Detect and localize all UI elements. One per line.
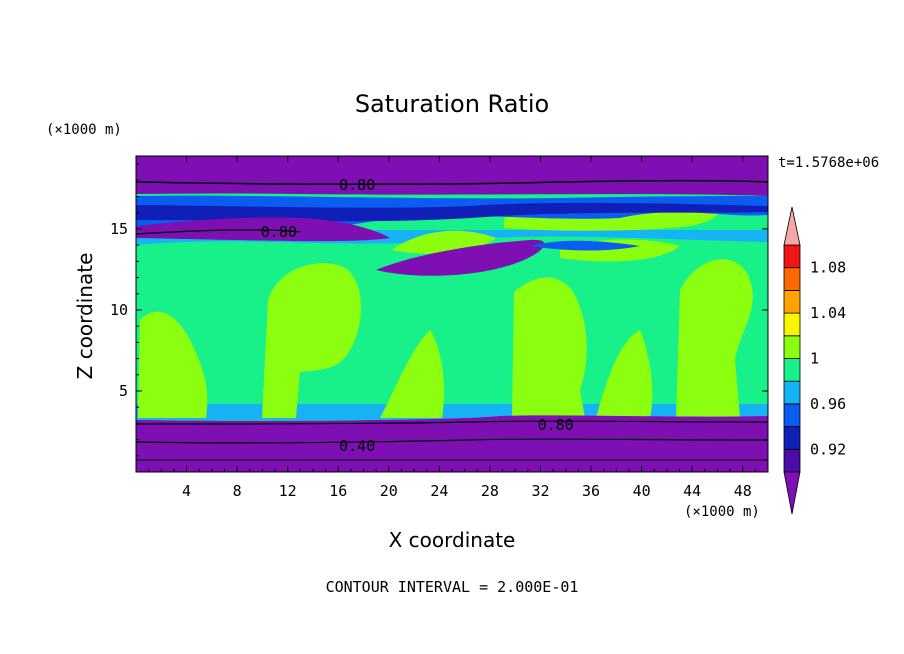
colorbar-bin [783, 448, 801, 473]
x-tick-label: 40 [633, 482, 651, 500]
y-axis-label: Z coordinate [73, 253, 97, 380]
colorbar-bin [783, 426, 801, 450]
x-tick-label: 44 [683, 482, 701, 500]
contour-labels: 0.80 0.80 0.80 0.40 [261, 176, 574, 455]
cell-5 [380, 330, 445, 418]
layer-dry-wedge [376, 239, 545, 276]
chart-title: Saturation Ratio [355, 90, 549, 118]
y-tick-label: 15 [110, 220, 128, 238]
contour-label: 0.80 [261, 223, 297, 241]
y-tick-label: 5 [119, 382, 128, 400]
x-tick-label: 20 [380, 482, 398, 500]
x-tick-label: 12 [279, 482, 297, 500]
cell-1 [262, 263, 362, 418]
colorbar: 0.92 0.96 1 1.04 1.08 [783, 206, 846, 515]
colorbar-bottom-arrow [783, 471, 801, 515]
colorbar-top-arrow [783, 206, 801, 246]
time-label: t=1.5768e+06 [778, 155, 879, 171]
plot-field [136, 156, 768, 472]
colorbar-bin [783, 403, 801, 427]
contour-0-80-bottom [136, 420, 768, 425]
layer-dry-upper-left [136, 217, 390, 242]
contour-0-40 [136, 438, 768, 444]
contour-0-80-top [136, 179, 768, 186]
colorbar-bin [783, 380, 801, 405]
colorbar-bin [783, 335, 801, 359]
x-tick-label: 48 [734, 482, 752, 500]
contour-label: 0.80 [339, 176, 375, 194]
colorbar-tick-label: 0.96 [810, 395, 846, 413]
x-tick-label: 8 [233, 482, 242, 500]
x-unit-label: (×1000 m) [684, 504, 760, 520]
colorbar-tick-label: 1.08 [810, 259, 846, 277]
x-tick-label: 28 [481, 482, 499, 500]
layer-dry-top [136, 156, 768, 196]
y-axis-ticks: 5 10 15 [110, 163, 768, 457]
colorbar-bin [783, 244, 801, 269]
contour-0-80-upper [136, 229, 301, 235]
colorbar-tick-label: 1 [810, 350, 819, 368]
contour-label: 0.80 [538, 416, 574, 434]
colorbar-tick-label: 0.92 [810, 440, 846, 458]
x-axis-label: X coordinate [389, 528, 516, 552]
y-tick-label: 10 [110, 301, 128, 319]
colorbar-bin [783, 267, 801, 291]
colorbar-tick-label: 1.04 [810, 304, 846, 322]
x-tick-label: 32 [531, 482, 549, 500]
cell-4 [138, 311, 208, 418]
band-blue-mid [530, 240, 640, 251]
cell-3 [676, 259, 753, 418]
y-unit-label: (×1000 m) [46, 122, 122, 138]
contour-interval-footer: CONTOUR INTERVAL = 2.000E-01 [326, 578, 579, 596]
x-axis-ticks: 4 8 12 16 20 24 28 32 36 40 44 48 [148, 156, 756, 500]
contour-label: 0.40 [339, 437, 375, 455]
cell-6 [596, 330, 653, 418]
layer-dry-bottom [136, 415, 768, 472]
cell-2 [512, 277, 587, 418]
colorbar-bin [783, 289, 801, 314]
x-tick-label: 36 [582, 482, 600, 500]
band-dark-blue [136, 202, 768, 222]
colorbar-bin [783, 358, 801, 382]
x-tick-label: 24 [430, 482, 448, 500]
colorbar-bin [783, 312, 801, 337]
x-tick-label: 16 [329, 482, 347, 500]
x-tick-label: 4 [182, 482, 191, 500]
